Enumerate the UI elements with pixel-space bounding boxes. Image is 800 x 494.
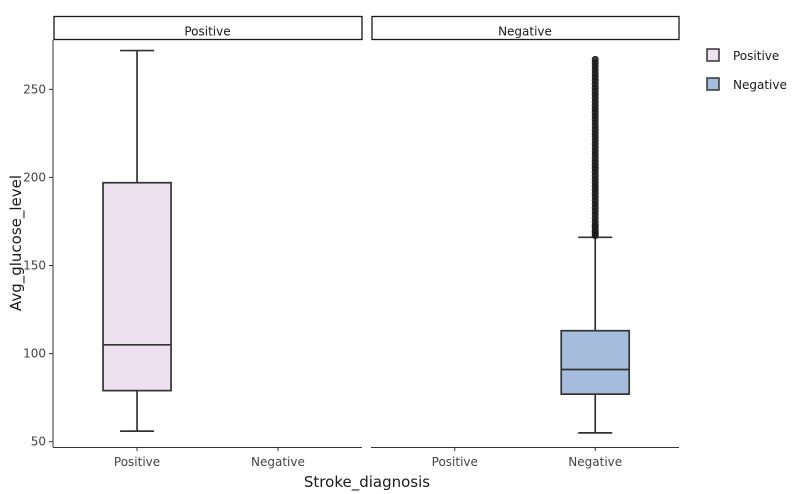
x-tick-label: Positive <box>114 455 160 469</box>
legend-swatch <box>706 77 720 91</box>
facet-strip <box>53 15 363 41</box>
legend-item: Negative <box>706 77 787 92</box>
y-axis-title: Avg_glucose_level <box>7 175 26 311</box>
legend-label: Negative <box>733 78 787 92</box>
box-iqr <box>102 181 172 392</box>
box-iqr <box>560 329 631 395</box>
y-tick-label: 200 <box>23 170 46 184</box>
facet-strip <box>371 15 680 41</box>
facet-panel: Negative Positive Negative <box>371 15 680 469</box>
y-axis-ticks: 50 100 150 200 250 <box>23 82 53 449</box>
legend-label: Positive <box>733 49 779 63</box>
legend-item: Positive <box>706 48 779 63</box>
legend-swatch <box>706 48 720 62</box>
x-tick-label: Negative <box>251 455 305 469</box>
legend: Positive Negative <box>706 48 787 92</box>
y-tick-label: 50 <box>31 435 46 449</box>
box-positive <box>102 49 172 432</box>
x-tick-label: Negative <box>568 455 622 469</box>
y-tick-label: 150 <box>23 259 46 273</box>
y-tick-label: 250 <box>23 82 46 96</box>
y-tick-label: 100 <box>23 347 46 361</box>
box-negative <box>560 55 631 434</box>
outlier-point <box>591 55 599 63</box>
facet-strip-label: Positive <box>184 25 230 39</box>
facet-panel: Positive Positive Negative <box>53 15 363 469</box>
x-axis-title: Stroke_diagnosis <box>304 473 430 492</box>
facet-strip-label: Negative <box>498 25 552 39</box>
x-tick-label: Positive <box>432 455 478 469</box>
